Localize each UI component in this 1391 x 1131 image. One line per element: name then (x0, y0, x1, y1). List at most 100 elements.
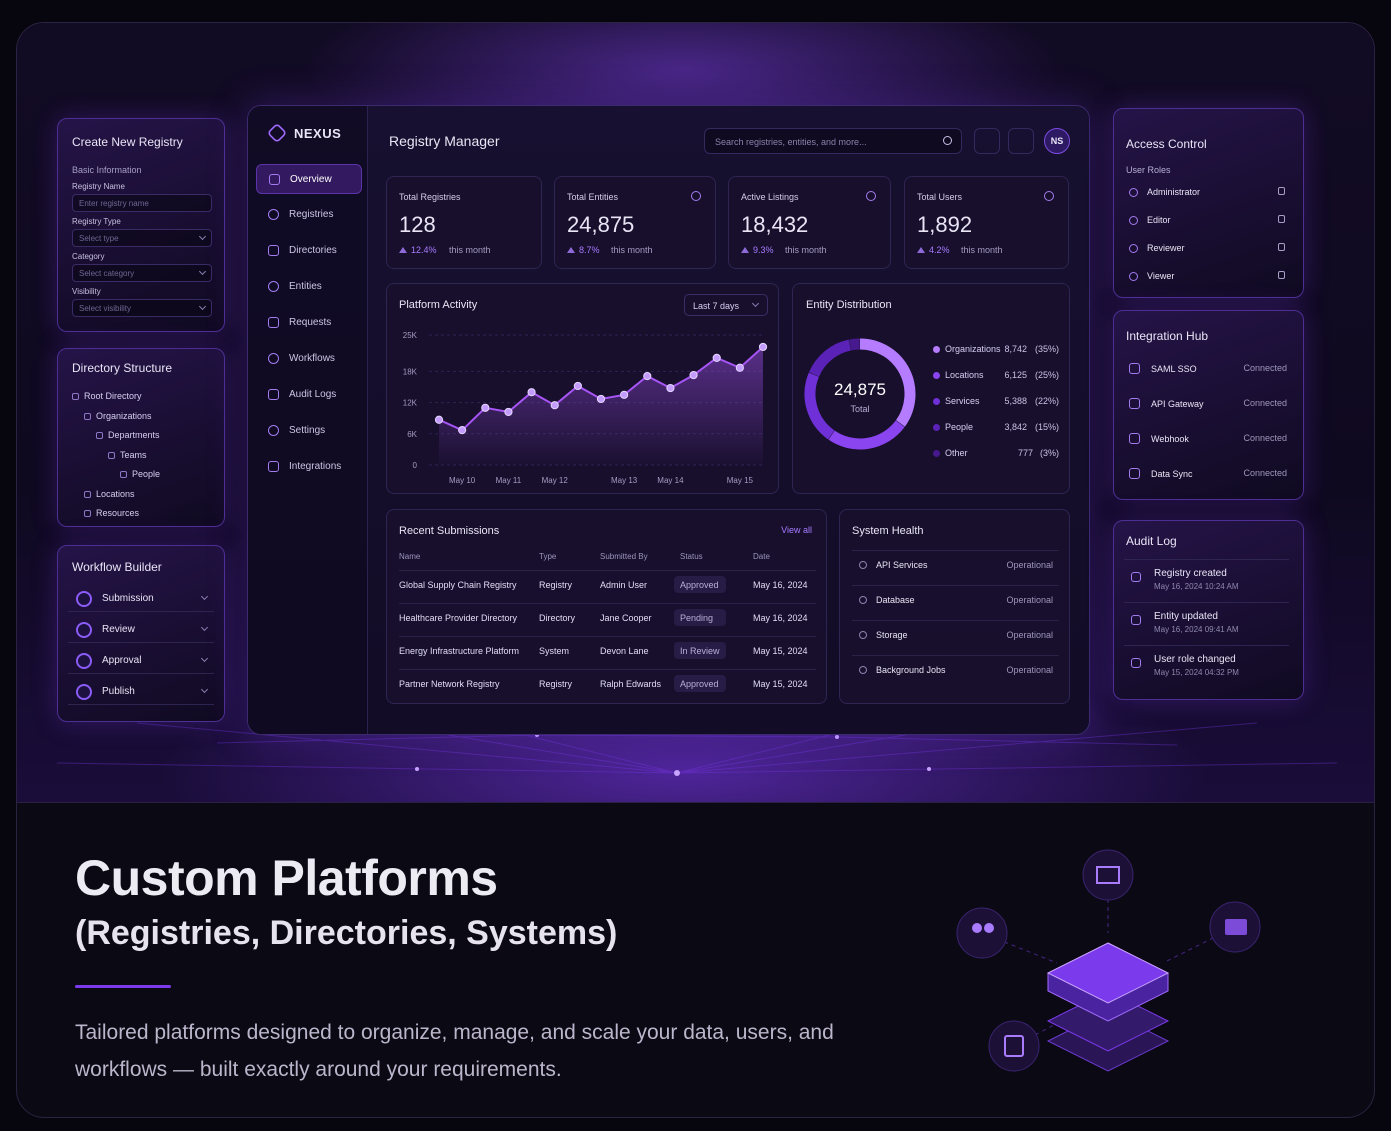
tree-item: Resources (96, 508, 140, 518)
field-input[interactable]: Select type (72, 229, 212, 247)
health-icon (859, 631, 867, 639)
search-placeholder: Search registries, entities, and more... (715, 137, 867, 147)
service-name: Storage (876, 630, 908, 640)
field-input[interactable]: Select visibility (72, 299, 212, 317)
nav-label: Workflows (289, 353, 335, 364)
workflow-step[interactable]: Submission (68, 586, 214, 612)
hero-description: Tailored platforms designed to organize,… (75, 1021, 834, 1081)
legend-dot (933, 450, 940, 457)
table-cell: Admin User (600, 580, 648, 590)
donut-chart: 24,875 Total (804, 338, 916, 450)
row-divider (1124, 602, 1289, 603)
nav-item[interactable]: Audit Logs (256, 380, 362, 410)
field-placeholder: Select visibility (79, 304, 132, 313)
nav-label: Entities (289, 281, 322, 292)
health-icon (859, 666, 867, 674)
service-status: Operational (1006, 560, 1053, 570)
table-cell: System (539, 646, 570, 656)
step-node (76, 591, 92, 607)
lock-icon (1278, 271, 1285, 279)
x-tick-label: May 15 (727, 476, 754, 485)
stat-period: this month (961, 245, 1003, 255)
legend-share: (35%) (1034, 344, 1059, 354)
donut-segment (859, 338, 916, 427)
legend-label: People (945, 422, 974, 432)
tree-node-icon (84, 510, 91, 517)
workflow-panel: Workflow Builder Submission Review Approval… (57, 545, 225, 722)
nav-item[interactable]: Settings (256, 416, 362, 446)
search-box[interactable]: Search registries, entities, and more... (704, 128, 962, 154)
field-input[interactable]: Enter registry name (72, 194, 212, 212)
table-cell: May 15, 2024 (753, 679, 808, 689)
stat-card: Total Entities 24,875 8.7% this month (554, 176, 716, 269)
x-tick-label: May 11 (496, 476, 522, 485)
status-label: In Review (680, 646, 720, 656)
stat-card: Active Listings 18,432 9.3% this month (728, 176, 891, 269)
notifications-button[interactable] (974, 128, 1000, 154)
stat-value: 128 (399, 212, 436, 237)
y-tick-label: 6K (407, 430, 417, 439)
trend-arrow (917, 247, 925, 253)
nav-item[interactable]: Workflows (256, 344, 362, 374)
tree-item: Departments (108, 430, 160, 440)
icon (1129, 468, 1140, 479)
audit-event: Registry created (1154, 568, 1227, 579)
role-name: Reviewer (1147, 243, 1185, 253)
legend-share: (3%) (1039, 448, 1059, 458)
avatar-initials: NS (1050, 136, 1064, 146)
user-avatar[interactable]: NS (1044, 128, 1070, 154)
nav-item[interactable]: Directories (256, 236, 362, 266)
icon (1129, 244, 1138, 253)
data-point (758, 342, 768, 352)
tree-item: People (132, 469, 161, 479)
brand-logo (266, 122, 288, 144)
panel-title: Directory Structure (72, 361, 173, 375)
x-tick-label: May 10 (449, 476, 476, 485)
workflow-step[interactable]: Publish (68, 679, 214, 705)
workflow-step[interactable]: Review (68, 617, 214, 643)
x-tick-label: May 14 (657, 476, 684, 485)
step-label: Submission (102, 593, 154, 604)
trend-arrow (399, 247, 407, 253)
nav-item[interactable]: Integrations (256, 452, 362, 482)
integration-status: Connected (1243, 433, 1287, 443)
tree-item: Organizations (96, 410, 152, 421)
nav-item[interactable]: Registries (256, 200, 362, 230)
nav-item[interactable]: Entities (256, 272, 362, 302)
data-point (620, 390, 629, 399)
icon (268, 461, 279, 472)
view-all-link[interactable]: View all (781, 525, 812, 535)
legend-label: Locations (945, 370, 984, 380)
step-node (76, 684, 92, 700)
service-name: API Services (876, 560, 928, 570)
integration-name: SAML SSO (1151, 364, 1197, 374)
lock-icon (1278, 187, 1285, 195)
status-pill: Approved (674, 675, 726, 692)
alerts-button[interactable] (1008, 128, 1034, 154)
nav-item[interactable]: Overview (256, 164, 362, 194)
chevron (200, 623, 209, 632)
row-divider (852, 550, 1059, 551)
row-divider (399, 603, 816, 604)
create-registry-panel: Create New Registry Basic Information Regi… (57, 118, 225, 332)
workflow-step[interactable]: Approval (68, 648, 214, 674)
icon (1129, 398, 1140, 409)
activity-chart: 0 6K 12K 18K 25K May 10 May 11 May 12 May 13 May … (403, 331, 768, 485)
access-control-panel: Access Control User Roles Administrator Edi… (1113, 108, 1304, 298)
nav-label: Audit Logs (289, 389, 337, 400)
nav-label: Overview (290, 174, 332, 185)
field-input[interactable]: Select category (72, 264, 212, 282)
data-point (434, 415, 444, 424)
table-cell: Registry (539, 679, 573, 689)
tree-item: Root Directory (84, 391, 142, 401)
range-label: Last 7 days (693, 301, 740, 311)
field-placeholder: Select category (79, 269, 135, 278)
panel-title: Workflow Builder (72, 560, 162, 574)
card-title: System Health (852, 525, 924, 537)
range-selector[interactable]: Last 7 days (684, 294, 768, 316)
row-divider (1124, 559, 1289, 560)
legend-value: 3,842 (1004, 422, 1027, 432)
nav-item[interactable]: Requests (256, 308, 362, 338)
donut-segment (828, 420, 905, 450)
stat-period: this month (785, 245, 827, 255)
